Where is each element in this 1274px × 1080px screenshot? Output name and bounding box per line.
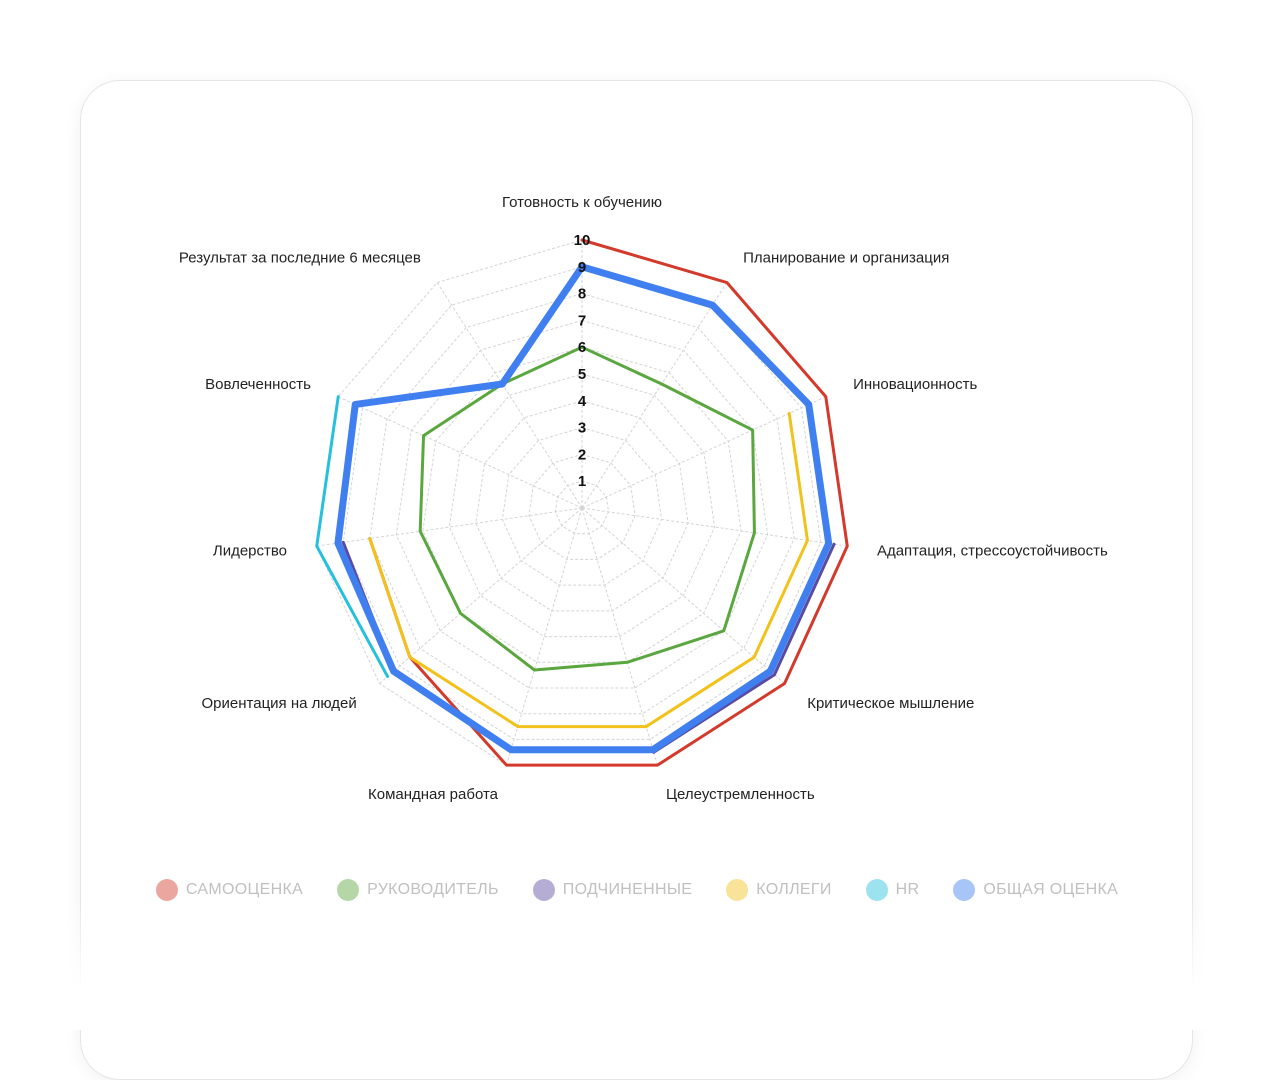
axis-label: Командная работа bbox=[368, 786, 499, 803]
series-line bbox=[418, 345, 756, 672]
series-5 bbox=[334, 263, 833, 754]
tick-label: 6 bbox=[578, 339, 586, 356]
legend-dot bbox=[532, 879, 555, 901]
legend-item-subordinates[interactable]: Подчиненные bbox=[532, 879, 693, 901]
tick-label: 2 bbox=[578, 446, 586, 463]
tick-label: 4 bbox=[578, 393, 587, 410]
grid-spoke bbox=[316, 507, 583, 547]
axis-label: Ориентация на людей bbox=[202, 695, 357, 712]
tick-label: 10 bbox=[574, 232, 591, 249]
tick-label: 9 bbox=[578, 259, 586, 276]
legend-item-overall[interactable]: Общая оценка bbox=[953, 879, 1118, 901]
axis-label: Адаптация, стрессоустойчивость bbox=[877, 542, 1108, 559]
legend-dot bbox=[726, 879, 749, 901]
radar-chart: 1 2 3 4 5 6 7 8 9 10 Готовность к обучению Планиро… bbox=[179, 194, 1108, 803]
legend-item-colleagues[interactable]: Коллеги bbox=[726, 879, 831, 901]
legend-label: Общая оценка bbox=[983, 881, 1119, 898]
axis-label: Инновационность bbox=[853, 376, 977, 393]
series-line bbox=[334, 263, 833, 754]
axis-label: Критическое мышление bbox=[807, 695, 974, 712]
axis-label: Результат за последние 6 месяцев bbox=[179, 249, 421, 266]
series-line bbox=[652, 542, 836, 754]
grid-ring bbox=[528, 453, 636, 560]
legend-label: Подчиненные bbox=[562, 881, 693, 898]
series-3 bbox=[368, 411, 809, 729]
axis-label: Планирование и организация bbox=[743, 249, 949, 266]
grid-ring bbox=[395, 319, 769, 689]
axis-label: Вовлеченность bbox=[205, 376, 311, 393]
legend-label: Самооценка bbox=[185, 881, 304, 898]
tick-label: 7 bbox=[578, 312, 586, 329]
chart-legend: Самооценка Руководитель Подчиненные Колл… bbox=[0, 873, 1274, 907]
tick-label: 5 bbox=[578, 366, 586, 383]
legend-label: Коллеги bbox=[756, 881, 832, 898]
series-line bbox=[315, 395, 390, 678]
grid-ring bbox=[342, 266, 822, 740]
axis-label: Готовность к обучению bbox=[502, 194, 662, 211]
tick-label: 1 bbox=[578, 473, 586, 490]
legend-dot bbox=[865, 879, 888, 901]
legend-dot bbox=[953, 879, 976, 901]
radar-tick-labels: 1 2 3 4 5 6 7 8 9 10 bbox=[574, 232, 591, 490]
tick-label: 3 bbox=[578, 420, 586, 437]
grid-ring bbox=[554, 480, 610, 535]
series-0 bbox=[368, 238, 849, 767]
series-line bbox=[368, 238, 849, 767]
grid-ring bbox=[422, 346, 742, 663]
axis-label: Целеустремленность bbox=[666, 786, 815, 803]
legend-item-self[interactable]: Самооценка bbox=[155, 879, 304, 901]
series-line bbox=[368, 411, 809, 729]
grid-ring bbox=[369, 293, 795, 715]
legend-dot bbox=[155, 879, 178, 901]
grid-ring bbox=[448, 373, 716, 638]
series-2 bbox=[341, 540, 836, 754]
legend-dot bbox=[337, 879, 360, 901]
legend-item-hr[interactable]: HR bbox=[865, 879, 920, 901]
legend-item-manager[interactable]: Руководитель bbox=[337, 879, 499, 901]
radar-series bbox=[315, 238, 849, 767]
series-4 bbox=[315, 395, 390, 678]
radar-axis-labels: Готовность к обучению Планирование и орга… bbox=[179, 194, 1108, 803]
grid-ring bbox=[475, 400, 689, 612]
tick-label: 8 bbox=[578, 286, 586, 303]
legend-label: HR bbox=[895, 881, 920, 898]
legend-label: Руководитель bbox=[367, 881, 499, 898]
axis-label: Лидерство bbox=[213, 542, 287, 559]
series-1 bbox=[418, 345, 756, 672]
grid-ring bbox=[501, 427, 663, 586]
